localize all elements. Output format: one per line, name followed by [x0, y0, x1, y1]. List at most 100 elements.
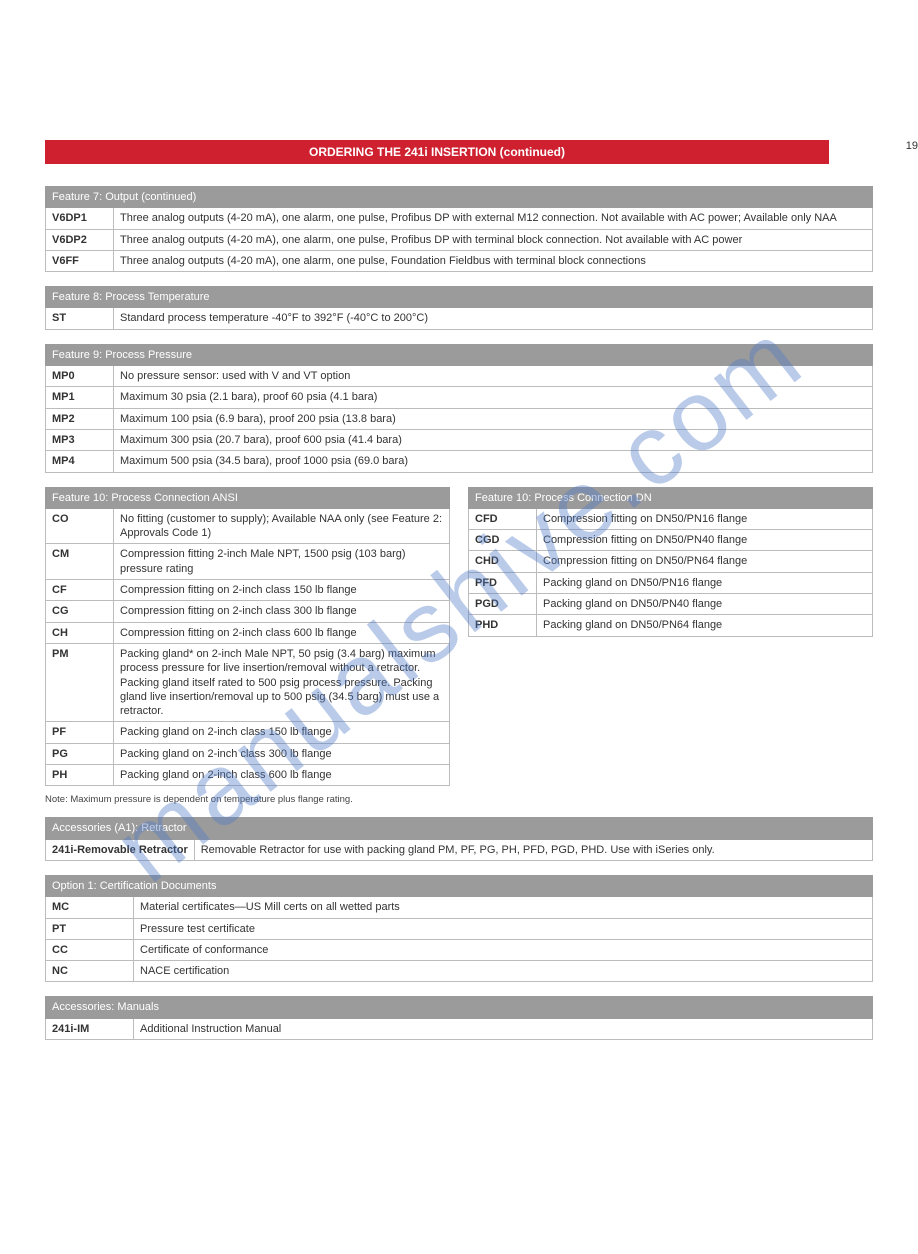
table-accessories-a1: Accessories (A1): Retractor 241i-Removab… [45, 817, 873, 861]
page: manualshive.com 19 ORDERING THE 241i INS… [0, 0, 918, 1254]
desc-cell: Maximum 500 psia (34.5 bara), proof 1000… [114, 451, 873, 472]
code-cell: PHD [469, 615, 537, 636]
code-cell: PF [46, 722, 114, 743]
table-header: Accessories (A1): Retractor [46, 818, 873, 839]
code-cell: CHD [469, 551, 537, 572]
code-cell: PG [46, 743, 114, 764]
desc-cell: Three analog outputs (4-20 mA), one alar… [114, 229, 873, 250]
desc-cell: Compression fitting on DN50/PN16 flange [537, 508, 873, 529]
table-row: PGDPacking gland on DN50/PN40 flange [469, 594, 873, 615]
desc-cell: Packing gland on DN50/PN40 flange [537, 594, 873, 615]
table-feature9: Feature 9: Process Pressure MP0No pressu… [45, 344, 873, 473]
table-feature8: Feature 8: Process Temperature STStandar… [45, 286, 873, 330]
table-row: V6FFThree analog outputs (4-20 mA), one … [46, 250, 873, 271]
table-row: CGDCompression fitting on DN50/PN40 flan… [469, 530, 873, 551]
table-header: Feature 8: Process Temperature [46, 287, 873, 308]
table-feature10-dn: Feature 10: Process Connection DN CFDCom… [468, 487, 873, 637]
code-cell: CH [46, 622, 114, 643]
table-row: PGPacking gland on 2-inch class 300 lb f… [46, 743, 450, 764]
table-row: PFPacking gland on 2-inch class 150 lb f… [46, 722, 450, 743]
desc-cell: Additional Instruction Manual [134, 1018, 873, 1039]
table-row: CFCompression fitting on 2-inch class 15… [46, 580, 450, 601]
desc-cell: No fitting (customer to supply); Availab… [114, 508, 450, 544]
table-accessories-manuals: Accessories: Manuals 241i-IMAdditional I… [45, 996, 873, 1040]
code-cell: CG [46, 601, 114, 622]
table-row: MP4Maximum 500 psia (34.5 bara), proof 1… [46, 451, 873, 472]
desc-cell: Maximum 30 psia (2.1 bara), proof 60 psi… [114, 387, 873, 408]
code-cell: CC [46, 939, 134, 960]
desc-cell: Maximum 100 psia (6.9 bara), proof 200 p… [114, 408, 873, 429]
code-cell: V6DP1 [46, 208, 114, 229]
table-row: V6DP2Three analog outputs (4-20 mA), one… [46, 229, 873, 250]
table-row: CONo fitting (customer to supply); Avail… [46, 508, 450, 544]
page-number: 19 [906, 140, 918, 152]
table-row: CGCompression fitting on 2-inch class 30… [46, 601, 450, 622]
table-row: V6DP1Three analog outputs (4-20 mA), one… [46, 208, 873, 229]
desc-cell: Removable Retractor for use with packing… [194, 839, 872, 860]
table-row: CFDCompression fitting on DN50/PN16 flan… [469, 508, 873, 529]
note-max-pressure: Note: Maximum pressure is dependent on t… [45, 794, 873, 805]
desc-cell: Standard process temperature -40°F to 39… [114, 308, 873, 329]
desc-cell: Compression fitting on DN50/PN40 flange [537, 530, 873, 551]
desc-cell: NACE certification [134, 961, 873, 982]
desc-cell: Compression fitting on DN50/PN64 flange [537, 551, 873, 572]
title-bar: ORDERING THE 241i INSERTION (continued) [45, 140, 829, 164]
desc-cell: Compression fitting on 2-inch class 300 … [114, 601, 450, 622]
code-cell: V6FF [46, 250, 114, 271]
desc-cell: Packing gland on 2-inch class 150 lb fla… [114, 722, 450, 743]
code-cell: 241i-IM [46, 1018, 134, 1039]
code-cell: MP0 [46, 366, 114, 387]
code-cell: MP3 [46, 429, 114, 450]
code-cell: PT [46, 918, 134, 939]
code-cell: V6DP2 [46, 229, 114, 250]
table-header: Feature 9: Process Pressure [46, 344, 873, 365]
code-cell: CO [46, 508, 114, 544]
code-cell: CGD [469, 530, 537, 551]
table-option1: Option 1: Certification Documents MCMate… [45, 875, 873, 982]
desc-cell: Compression fitting on 2-inch class 600 … [114, 622, 450, 643]
table-row: PFDPacking gland on DN50/PN16 flange [469, 572, 873, 593]
desc-cell: Maximum 300 psia (20.7 bara), proof 600 … [114, 429, 873, 450]
code-cell: CFD [469, 508, 537, 529]
code-cell: CM [46, 544, 114, 580]
code-cell: PM [46, 643, 114, 721]
desc-cell: Packing gland on DN50/PN16 flange [537, 572, 873, 593]
desc-cell: Packing gland on 2-inch class 600 lb fla… [114, 765, 450, 786]
code-cell: MP4 [46, 451, 114, 472]
table-row: CHCompression fitting on 2-inch class 60… [46, 622, 450, 643]
table-feature10-ansi: Feature 10: Process Connection ANSI CONo… [45, 487, 450, 787]
table-row: MP2Maximum 100 psia (6.9 bara), proof 20… [46, 408, 873, 429]
desc-cell: Packing gland on 2-inch class 300 lb fla… [114, 743, 450, 764]
code-cell: MC [46, 897, 134, 918]
desc-cell: No pressure sensor: used with V and VT o… [114, 366, 873, 387]
code-cell: PFD [469, 572, 537, 593]
table-row: MP3Maximum 300 psia (20.7 bara), proof 6… [46, 429, 873, 450]
desc-cell: Three analog outputs (4-20 mA), one alar… [114, 208, 873, 229]
code-cell: PGD [469, 594, 537, 615]
table-row: MP1Maximum 30 psia (2.1 bara), proof 60 … [46, 387, 873, 408]
desc-cell: Packing gland on DN50/PN64 flange [537, 615, 873, 636]
table-header: Feature 10: Process Connection DN [469, 487, 873, 508]
code-cell: MP2 [46, 408, 114, 429]
desc-cell: Material certificates—US Mill certs on a… [134, 897, 873, 918]
table-row: 241i-Removable Retractor Removable Retra… [46, 839, 873, 860]
table-row: CHDCompression fitting on DN50/PN64 flan… [469, 551, 873, 572]
table-row: 241i-IMAdditional Instruction Manual [46, 1018, 873, 1039]
table-row: PHDPacking gland on DN50/PN64 flange [469, 615, 873, 636]
table-row: PMPacking gland* on 2-inch Male NPT, 50 … [46, 643, 450, 721]
desc-cell: Compression fitting 2-inch Male NPT, 150… [114, 544, 450, 580]
table-row: PHPacking gland on 2-inch class 600 lb f… [46, 765, 450, 786]
table-header: Feature 7: Output (continued) [46, 187, 873, 208]
code-cell: MP1 [46, 387, 114, 408]
table-header: Accessories: Manuals [46, 997, 873, 1018]
code-cell: 241i-Removable Retractor [46, 839, 195, 860]
desc-cell: Pressure test certificate [134, 918, 873, 939]
table-row: PTPressure test certificate [46, 918, 873, 939]
table-feature7: Feature 7: Output (continued) V6DP1Three… [45, 186, 873, 272]
code-cell: PH [46, 765, 114, 786]
table-row: MCMaterial certificates—US Mill certs on… [46, 897, 873, 918]
code-cell: NC [46, 961, 134, 982]
table-row: NCNACE certification [46, 961, 873, 982]
table-header: Feature 10: Process Connection ANSI [46, 487, 450, 508]
table-row: MP0No pressure sensor: used with V and V… [46, 366, 873, 387]
